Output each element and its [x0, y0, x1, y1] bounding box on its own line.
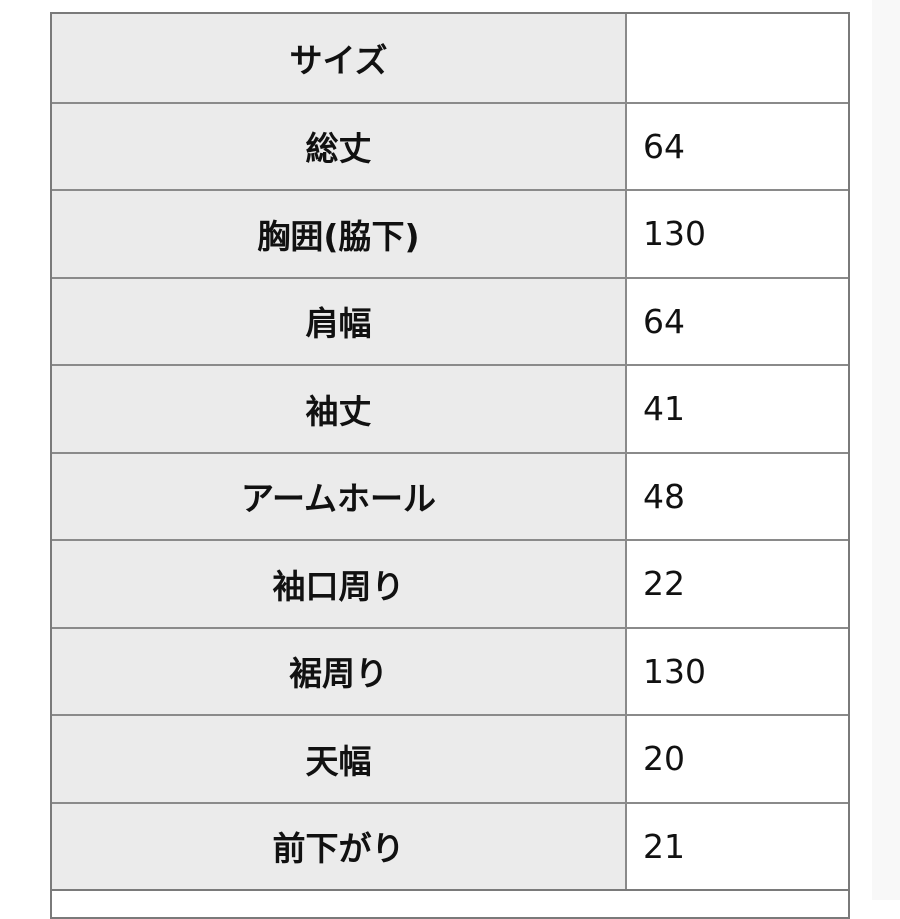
row-label: 胸囲(脇下): [52, 191, 627, 277]
row-label: 袖口周り: [52, 541, 627, 627]
row-value: 64: [643, 126, 685, 166]
table-row: 前下がり 21: [52, 801, 848, 889]
row-value: 130: [643, 651, 706, 691]
row-value: 48: [643, 476, 685, 516]
row-label: サイズ: [52, 14, 627, 102]
row-label: 天幅: [52, 716, 627, 802]
table-row: 天幅 20: [52, 714, 848, 802]
row-value: [627, 14, 848, 102]
row-value: 64: [643, 301, 685, 341]
table-row: アームホール 48: [52, 451, 848, 539]
row-label: 袖丈: [52, 366, 627, 452]
row-value: 41: [643, 389, 685, 429]
table-row: サイズ: [52, 14, 848, 102]
size-table: サイズ 総丈 64 胸囲(脇下) 130 肩幅 64 袖丈 41 アームホール 48 袖口周り 22 裾周…: [50, 12, 850, 891]
table-row: 袖丈 41: [52, 364, 848, 452]
row-value: 20: [643, 739, 685, 779]
table-row: 裾周り 130: [52, 626, 848, 714]
next-table: [50, 889, 850, 919]
row-label: 裾周り: [52, 628, 627, 714]
table-row: 総丈 64: [52, 101, 848, 189]
row-label: アームホール: [52, 453, 627, 539]
row-label: 総丈: [52, 103, 627, 189]
row-label: 前下がり: [52, 803, 627, 889]
row-value: 130: [643, 214, 706, 254]
table-row: 胸囲(脇下) 130: [52, 189, 848, 277]
row-value: 21: [643, 826, 685, 866]
row-label: 肩幅: [52, 278, 627, 364]
table-row: 袖口周り 22: [52, 539, 848, 627]
row-value: 22: [643, 564, 685, 604]
page-margin: [872, 0, 900, 900]
table-row: 肩幅 64: [52, 276, 848, 364]
